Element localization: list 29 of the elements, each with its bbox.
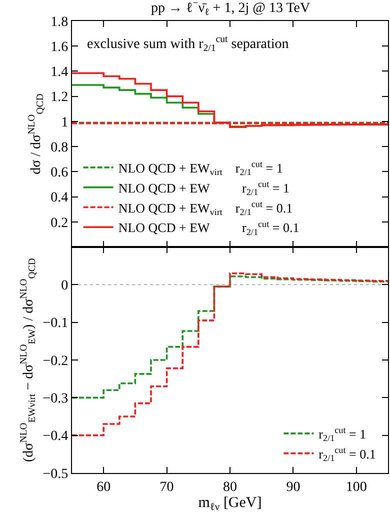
y-tick-label: 1.4	[50, 65, 68, 80]
y-tick-label: 0.2	[50, 216, 68, 231]
y-tick-label: 0.4	[50, 190, 68, 206]
legend-label: NLO QCD + EW r$_{2/1}$$^{cut}$ = 0.1	[118, 218, 300, 237]
chart-title: pp → ℓ$^{−}$ν̄$_{ℓ}$ + 1, 2j @ 13 TeV	[151, 0, 310, 18]
annotation: exclusive sum with r$_{2/1}$$^{cut}$ separation	[87, 34, 289, 54]
y-tick-label: 0.6	[50, 166, 68, 181]
x-tick-label: 70	[160, 480, 174, 495]
y-tick-label: −0.5	[42, 466, 68, 482]
legend-label: r$_{2/1}$$^{cut}$ = 0.1	[318, 444, 376, 464]
y-tick-label: −0.4	[42, 429, 68, 444]
y-tick-label: −0.3	[42, 392, 68, 407]
text: NLO QCD + EW$_{virt}$ r$_{2/1}$$^{cut}$ = 1	[118, 159, 283, 178]
y-tick-label: 0.8	[50, 140, 68, 156]
y-tick-label: −0.2	[42, 354, 68, 369]
y-tick-label: −0.1	[42, 316, 68, 332]
y-tick-label: 1.6	[50, 40, 68, 56]
y-tick-label: 1.8	[50, 14, 68, 30]
x-tick-label: 80	[223, 480, 237, 495]
x-tick-label: 100	[346, 480, 367, 495]
y-tick-label: 1.2	[50, 90, 68, 106]
x-tick-label: 90	[286, 480, 300, 495]
y-tick-label: 1	[61, 115, 68, 130]
x-axis-title: m$_{ℓν}$ [GeV]	[198, 494, 262, 514]
legend-label: NLO QCD + EW r$_{2/1}$$^{cut}$ = 1	[118, 178, 290, 198]
text: NLO QCD + EW$_{virt}$ r$_{2/1}$$^{cut}$ = 0.1	[118, 198, 293, 218]
x-tick-label: 60	[96, 480, 111, 495]
y-tick-label: 0	[61, 278, 68, 294]
legend-label: r$_{2/1}$$^{cut}$ = 1	[318, 425, 366, 444]
